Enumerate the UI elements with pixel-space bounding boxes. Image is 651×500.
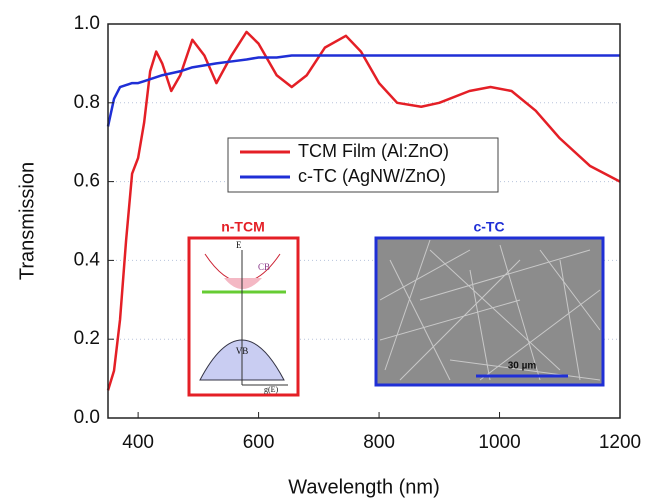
x-tick-label: 600 <box>243 432 275 453</box>
series-line <box>106 30 621 391</box>
legend: TCM Film (Al:ZnO) c-TC (AgNW/ZnO) <box>227 137 499 193</box>
y-tick-label: 0.2 <box>74 328 100 349</box>
filled-states <box>224 278 262 289</box>
plot-lines <box>106 30 621 391</box>
y-tick-label: 1.0 <box>74 13 100 34</box>
scale-label: 30 µm <box>508 361 537 372</box>
legend-box <box>227 137 499 193</box>
legend-label: TCM Film (Al:ZnO) <box>298 141 449 161</box>
inset-label: g(E) <box>264 385 279 394</box>
x-tick-label: 800 <box>363 432 395 453</box>
inset-band-diagram: n-TCM E CB VB g(E) <box>187 219 300 397</box>
inset-frame <box>374 236 605 387</box>
x-tick-label: 400 <box>122 432 154 453</box>
inset-label: E <box>236 240 242 250</box>
inset-title: n-TCM <box>221 219 265 235</box>
y-tick-label: 0.0 <box>74 407 100 428</box>
inset-label: VB <box>236 346 249 356</box>
legend-label: c-TC (AgNW/ZnO) <box>298 166 446 186</box>
x-tick-label: 1000 <box>478 432 520 453</box>
ticks: 0.0 0.2 0.4 0.6 0.8 1.0 400 600 800 1000 1200 <box>74 13 642 453</box>
series-line <box>106 54 620 127</box>
inset-title: c-TC <box>473 219 504 235</box>
nanowires <box>379 239 601 381</box>
y-tick-label: 0.8 <box>74 92 100 113</box>
y-tick-label: 0.4 <box>74 249 101 270</box>
y-axis-title: Transmission <box>16 162 38 280</box>
inset-label: CB <box>258 262 270 272</box>
inset-sem: c-TC 30 µm <box>374 219 605 387</box>
x-axis-title: Wavelength (nm) <box>288 476 440 498</box>
y-tick-label: 0.6 <box>74 171 100 192</box>
x-tick-label: 1200 <box>599 432 641 453</box>
plot-frame <box>107 23 621 419</box>
